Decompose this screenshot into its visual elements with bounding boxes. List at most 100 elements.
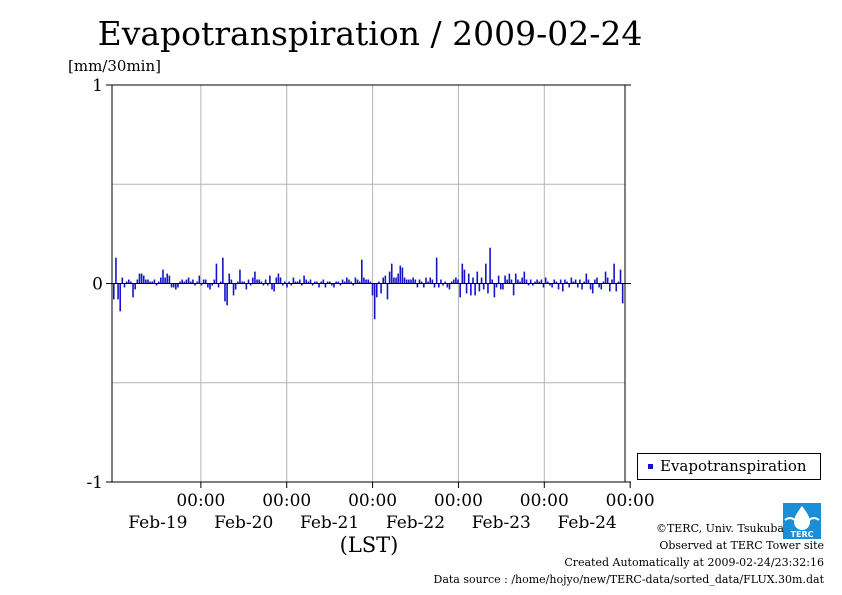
plot-frame bbox=[111, 84, 626, 483]
data-bar bbox=[382, 277, 384, 284]
data-bar bbox=[425, 277, 427, 284]
data-bar bbox=[215, 263, 218, 284]
data-bar bbox=[444, 281, 446, 284]
data-bar bbox=[423, 283, 425, 288]
data-bar bbox=[619, 269, 622, 284]
data-bar bbox=[258, 279, 260, 284]
data-bar bbox=[256, 279, 258, 284]
data-bar bbox=[465, 283, 468, 294]
data-bar bbox=[145, 279, 147, 284]
data-bar bbox=[237, 281, 239, 284]
data-bar bbox=[600, 283, 603, 290]
data-bar bbox=[478, 283, 481, 292]
data-bar bbox=[305, 279, 308, 284]
data-bar bbox=[132, 283, 134, 298]
data-bar bbox=[151, 281, 154, 284]
data-bar bbox=[613, 263, 615, 284]
data-bar bbox=[393, 277, 395, 284]
data-bar bbox=[534, 281, 536, 284]
data-bar bbox=[408, 279, 410, 284]
data-bar bbox=[213, 279, 216, 284]
data-bar bbox=[576, 283, 579, 288]
data-bar bbox=[281, 283, 284, 286]
data-bar bbox=[189, 281, 192, 284]
data-bar bbox=[427, 281, 429, 284]
data-bar bbox=[433, 283, 436, 288]
data-bar bbox=[243, 281, 246, 284]
data-bar bbox=[328, 281, 331, 284]
data-bar bbox=[591, 283, 594, 294]
data-bar bbox=[273, 283, 275, 292]
data-bar bbox=[224, 283, 226, 302]
data-bar bbox=[450, 281, 453, 284]
data-bar bbox=[241, 281, 243, 284]
data-bar bbox=[358, 281, 361, 284]
data-bar bbox=[348, 279, 350, 284]
data-bar bbox=[510, 279, 513, 284]
data-bar bbox=[181, 279, 184, 284]
data-source-text: Data source : /home/hojyo/new/TERC-data/… bbox=[433, 573, 825, 586]
data-bar bbox=[350, 281, 352, 284]
data-bar bbox=[508, 273, 511, 284]
data-bar bbox=[177, 283, 179, 288]
data-bar bbox=[286, 283, 288, 288]
data-bar bbox=[311, 283, 314, 286]
data-bar bbox=[331, 283, 333, 286]
data-bar bbox=[540, 279, 543, 284]
data-bar bbox=[335, 281, 337, 284]
data-bar bbox=[230, 279, 233, 284]
data-bar bbox=[585, 273, 588, 284]
data-bar bbox=[234, 283, 237, 290]
data-bar bbox=[309, 279, 312, 284]
data-bar bbox=[544, 277, 547, 284]
axis-ticks bbox=[106, 84, 631, 488]
data-bar bbox=[198, 275, 201, 284]
data-bar bbox=[303, 275, 305, 284]
data-bar bbox=[119, 283, 122, 312]
data-bar bbox=[384, 275, 387, 284]
data-bar bbox=[514, 273, 517, 284]
data-bar bbox=[553, 279, 556, 284]
data-bar bbox=[337, 281, 340, 284]
data-bar bbox=[179, 281, 181, 284]
data-bar bbox=[326, 281, 329, 284]
data-bar bbox=[194, 283, 196, 286]
data-bar bbox=[356, 279, 359, 284]
chart-title: Evapotranspiration / 2009-02-24 bbox=[97, 14, 643, 53]
data-bar bbox=[487, 283, 489, 294]
data-bar bbox=[547, 281, 549, 284]
data-bar bbox=[134, 283, 136, 290]
legend: Evapotranspiration bbox=[637, 453, 821, 480]
x-tick-time-label: 00:00 bbox=[176, 491, 225, 511]
data-bar bbox=[442, 283, 444, 286]
data-bar bbox=[207, 283, 209, 288]
data-bar bbox=[249, 283, 252, 286]
data-bar bbox=[523, 271, 526, 284]
data-bar bbox=[157, 281, 160, 284]
data-bar bbox=[399, 265, 402, 284]
data-bar bbox=[378, 281, 380, 284]
data-bar bbox=[459, 283, 461, 298]
data-bar bbox=[587, 279, 590, 284]
data-bar bbox=[185, 279, 188, 284]
data-bar bbox=[461, 263, 464, 284]
data-bar bbox=[617, 281, 620, 284]
data-bar bbox=[277, 273, 280, 284]
data-bar bbox=[266, 283, 269, 286]
data-bar bbox=[472, 277, 474, 284]
data-bar bbox=[405, 279, 408, 284]
data-bar bbox=[470, 283, 472, 296]
data-bar bbox=[562, 283, 564, 292]
data-bar bbox=[299, 279, 301, 284]
data-bar bbox=[140, 273, 143, 284]
data-bar bbox=[333, 283, 335, 288]
data-bar bbox=[262, 283, 265, 286]
data-bar bbox=[284, 281, 286, 284]
data-bar bbox=[480, 277, 483, 284]
x-tick-time-label: 00:00 bbox=[434, 491, 483, 511]
data-bar bbox=[609, 283, 611, 292]
data-bar bbox=[574, 279, 577, 284]
y-tick-label: 0 bbox=[92, 275, 103, 295]
data-bar bbox=[138, 273, 141, 284]
data-bar bbox=[232, 283, 235, 296]
